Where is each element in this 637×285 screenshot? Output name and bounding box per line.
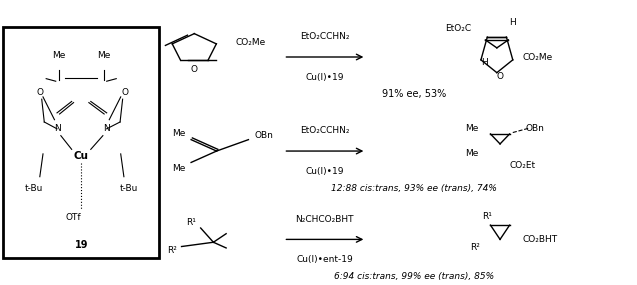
Text: 19: 19	[75, 240, 88, 250]
Text: 12:88 cis:trans, 93% ee (trans), 74%: 12:88 cis:trans, 93% ee (trans), 74%	[331, 184, 497, 193]
Text: Cu: Cu	[74, 151, 89, 161]
Text: Cu(I)•19: Cu(I)•19	[306, 73, 344, 82]
Text: Me: Me	[52, 51, 66, 60]
Text: 6:94 cis:trans, 99% ee (trans), 85%: 6:94 cis:trans, 99% ee (trans), 85%	[334, 272, 494, 281]
Text: OTf: OTf	[66, 213, 82, 222]
Text: R¹: R¹	[482, 212, 492, 221]
Text: t-Bu: t-Bu	[120, 184, 138, 193]
Text: OBn: OBn	[255, 131, 274, 140]
Text: t-Bu: t-Bu	[24, 184, 43, 193]
Text: CO₂Et: CO₂Et	[510, 161, 536, 170]
Text: Me: Me	[97, 51, 110, 60]
Text: Cu(I)•ent-19: Cu(I)•ent-19	[296, 255, 354, 264]
Text: N₂CHCO₂BHT: N₂CHCO₂BHT	[296, 215, 354, 224]
Text: Me: Me	[465, 124, 478, 133]
Text: EtO₂CCHN₂: EtO₂CCHN₂	[300, 126, 350, 135]
Text: N: N	[54, 124, 61, 133]
Text: H: H	[510, 18, 516, 27]
Text: O: O	[191, 65, 197, 74]
Text: Me: Me	[172, 129, 185, 139]
Text: O: O	[497, 72, 503, 82]
Text: CO₂BHT: CO₂BHT	[522, 235, 557, 244]
Text: R¹: R¹	[186, 218, 196, 227]
Text: Cu(I)•19: Cu(I)•19	[306, 167, 344, 176]
Text: Me: Me	[172, 164, 185, 173]
Text: N: N	[103, 124, 110, 133]
Text: EtO₂CCHN₂: EtO₂CCHN₂	[300, 32, 350, 41]
FancyBboxPatch shape	[3, 27, 159, 258]
Text: CO₂Me: CO₂Me	[236, 38, 266, 47]
Text: R²: R²	[167, 246, 177, 255]
Text: EtO₂C: EtO₂C	[445, 24, 471, 33]
Text: OBn: OBn	[526, 124, 545, 133]
Text: O: O	[121, 88, 128, 97]
Text: H: H	[481, 58, 487, 67]
Text: O: O	[36, 88, 43, 97]
Text: CO₂Me: CO₂Me	[522, 52, 552, 62]
Text: Me: Me	[465, 149, 478, 158]
Text: R²: R²	[469, 243, 480, 253]
Text: 91% ee, 53%: 91% ee, 53%	[382, 89, 446, 99]
